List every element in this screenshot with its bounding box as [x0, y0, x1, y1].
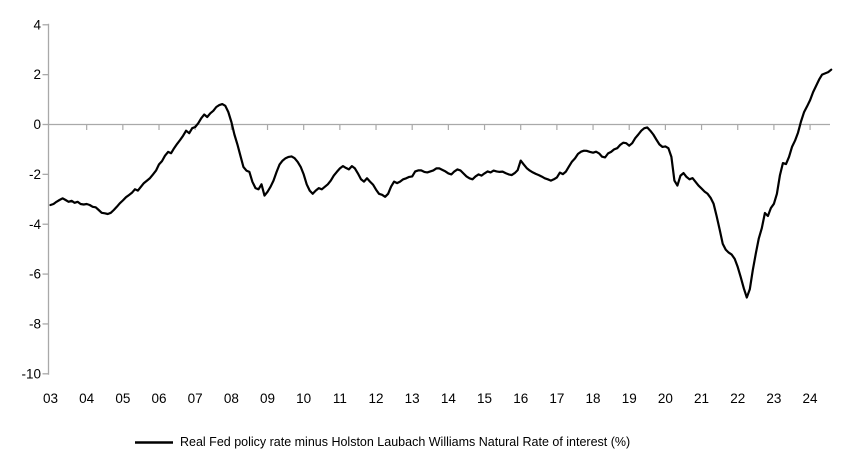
x-tick-label: 06 [151, 391, 166, 406]
y-tick-label: -2 [29, 167, 41, 182]
x-tick-label: 04 [79, 391, 95, 406]
x-tick-label: 08 [224, 391, 239, 406]
y-tick-label: -4 [29, 217, 41, 232]
x-tick-label: 23 [766, 391, 781, 406]
x-tick-label: 12 [369, 391, 384, 406]
series-line [49, 68, 833, 299]
x-tick-label: 20 [658, 391, 673, 406]
x-tick-label: 16 [513, 391, 528, 406]
x-tick-label: 13 [405, 391, 420, 406]
y-tick-label: 0 [33, 117, 41, 132]
y-tick-label: 2 [33, 67, 41, 82]
y-tick-label: 4 [33, 17, 41, 32]
y-tick-label: -10 [21, 366, 41, 381]
x-tick-label: 22 [730, 391, 745, 406]
x-tick-label: 11 [333, 391, 347, 406]
x-tick-label: 07 [188, 391, 203, 406]
x-tick-label: 24 [803, 391, 819, 406]
x-tick-label: 21 [694, 391, 709, 406]
y-tick-label: -8 [29, 317, 41, 332]
x-tick-label: 10 [296, 391, 311, 406]
legend-line-swatch [135, 440, 173, 444]
x-tick-label: 18 [586, 391, 601, 406]
x-tick-label: 03 [43, 391, 58, 406]
x-tick-label: 17 [549, 391, 564, 406]
legend-label: Real Fed policy rate minus Holston Lauba… [180, 435, 631, 449]
x-tick-label: 14 [441, 391, 457, 406]
x-tick-label: 05 [115, 391, 130, 406]
legend: Real Fed policy rate minus Holston Lauba… [135, 433, 630, 451]
x-tick-label: 09 [260, 391, 275, 406]
x-tick-label: 19 [622, 391, 637, 406]
y-tick-label: -6 [29, 267, 41, 282]
x-tick-label: 15 [477, 391, 492, 406]
